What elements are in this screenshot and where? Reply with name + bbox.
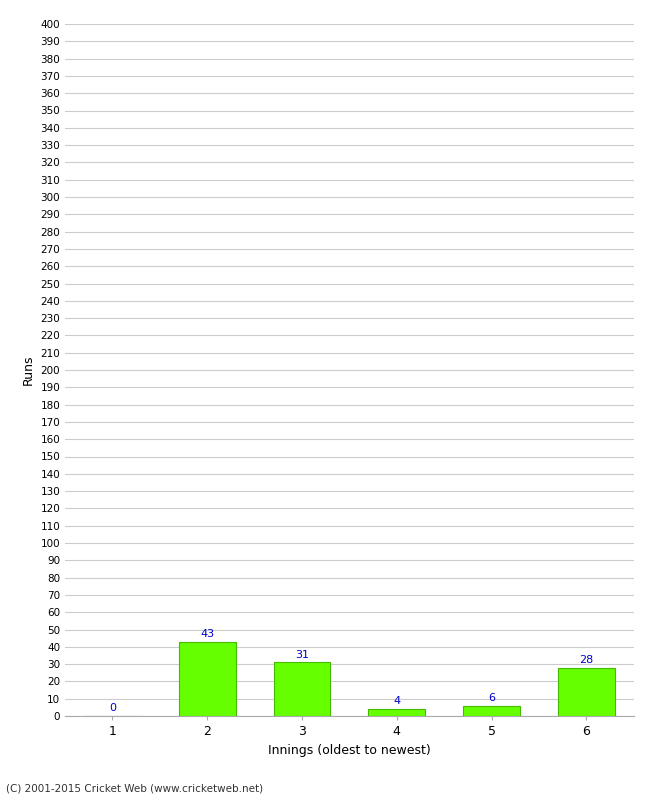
Y-axis label: Runs: Runs	[22, 354, 35, 386]
Text: 0: 0	[109, 703, 116, 714]
Text: 31: 31	[295, 650, 309, 660]
Bar	[274, 662, 330, 716]
Bar	[369, 709, 425, 716]
Bar	[179, 642, 235, 716]
X-axis label: Innings (oldest to newest): Innings (oldest to newest)	[268, 743, 431, 757]
Text: 6: 6	[488, 693, 495, 703]
Text: 4: 4	[393, 697, 400, 706]
Bar	[463, 706, 520, 716]
Text: 43: 43	[200, 629, 214, 639]
Text: (C) 2001-2015 Cricket Web (www.cricketweb.net): (C) 2001-2015 Cricket Web (www.cricketwe…	[6, 784, 264, 794]
Text: 28: 28	[579, 655, 593, 665]
Bar	[558, 667, 615, 716]
